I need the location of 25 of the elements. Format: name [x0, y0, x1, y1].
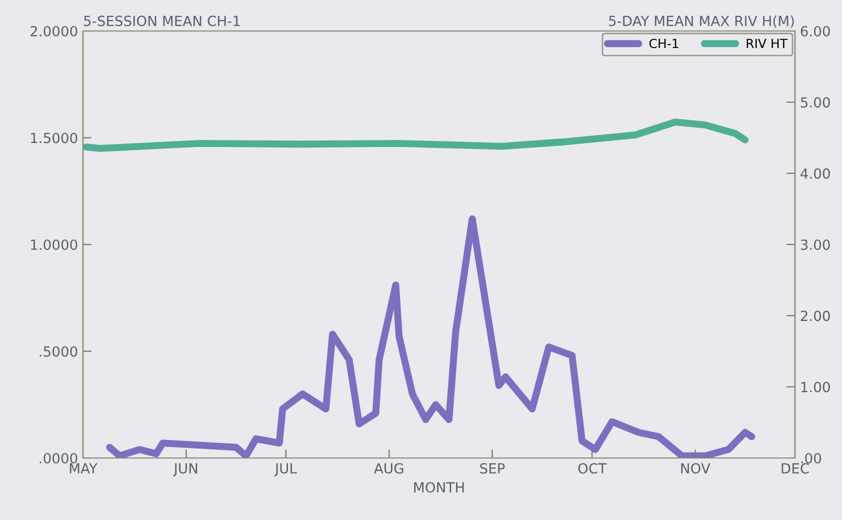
x-tick-label: MAY	[70, 463, 98, 474]
y-tick-label: .5000	[40, 346, 78, 357]
x-tick-label: JUL	[274, 463, 297, 476]
y-tick-label: 1.0000	[31, 239, 78, 250]
y2-tick-label: .00	[801, 452, 822, 464]
y2-tick-label: 1.00	[801, 382, 830, 392]
y2-tick-label: 5.00	[800, 97, 830, 108]
x-tick-label: SEP	[480, 463, 505, 474]
y2-axis-title: 5-DAY MEAN MAX RIV H(M)	[609, 15, 794, 28]
y-tick-label: 1.5000	[31, 132, 78, 144]
y-axis-title: 5-SESSION MEAN CH-1	[84, 16, 240, 26]
y-tick-label: 2.0000	[30, 26, 78, 36]
legend-label: CH-1	[649, 38, 678, 48]
x-tick-label: DEC	[782, 463, 809, 474]
x-tick-label: AUG	[374, 463, 404, 474]
y2-tick-label: 4.00	[800, 168, 830, 179]
y-tick-label: .0000	[40, 452, 78, 464]
y2-tick-label: 2.00	[800, 310, 830, 322]
y2-tick-label: 6.00	[800, 26, 830, 36]
x-tick-label: NOV	[681, 463, 710, 474]
x-tick-label: JUN	[173, 463, 198, 476]
x-axis-title: MONTH	[414, 482, 464, 493]
legend-label: RIV HT	[746, 38, 788, 48]
x-tick-label: OCT	[578, 463, 607, 474]
y2-tick-label: 3.00	[800, 239, 830, 250]
